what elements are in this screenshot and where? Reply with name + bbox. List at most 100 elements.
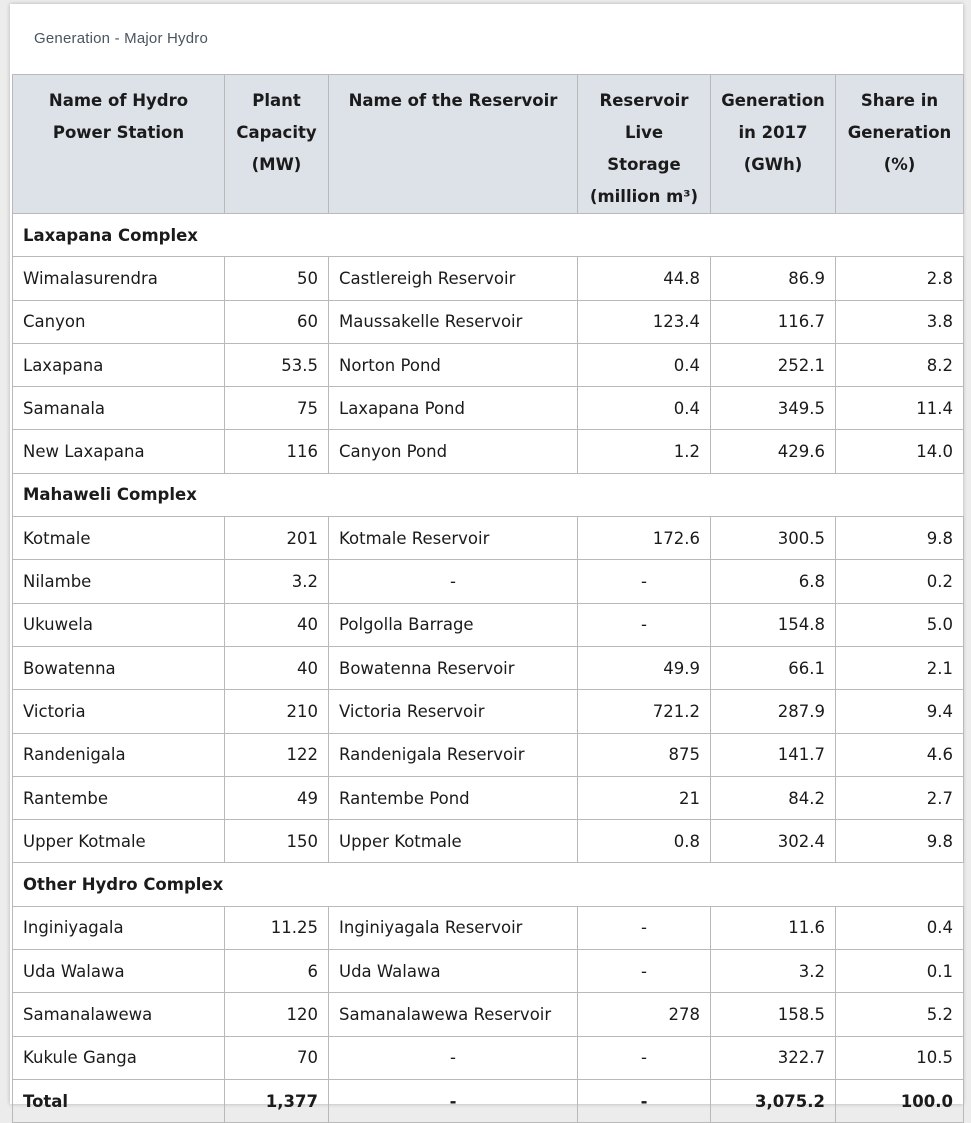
cell-reservoir: Inginiyagala Reservoir xyxy=(328,905,578,951)
cell-storage: 172.6 xyxy=(577,516,711,561)
cell-share: 10.5 xyxy=(835,1035,964,1080)
header-capacity: Plant Capacity (MW) xyxy=(224,74,329,214)
cell-capacity: 70 xyxy=(224,1035,329,1080)
cell-storage: - xyxy=(577,1078,711,1123)
cell-generation: 302.4 xyxy=(710,819,836,864)
hydro-generation-table: Name of Hydro Power Station Plant Capaci… xyxy=(12,74,964,1123)
header-storage: Reservoir Live Storage (million m³) xyxy=(577,74,711,214)
cell-share: 2.1 xyxy=(835,645,964,691)
cell-generation: 287.9 xyxy=(710,689,836,734)
section-title: Laxapana Complex xyxy=(12,212,964,258)
cell-reservoir: Victoria Reservoir xyxy=(328,689,578,734)
cell-capacity: 122 xyxy=(224,732,329,777)
cell-share: 0.2 xyxy=(835,559,964,604)
cell-storage: 49.9 xyxy=(577,645,711,691)
total-row: Total 1,377 - - 3,075.2 100.0 xyxy=(12,1078,964,1123)
cell-storage: 0.8 xyxy=(577,819,711,864)
table-card: Generation - Major Hydro Name of Hydro P… xyxy=(10,4,964,1123)
cell-station: Samanala xyxy=(12,386,225,431)
cell-capacity: 6 xyxy=(224,949,329,994)
cell-storage: 0.4 xyxy=(577,342,711,388)
cell-generation: 141.7 xyxy=(710,732,836,777)
cell-capacity: 49 xyxy=(224,775,329,821)
header-share: Share in Generation (%) xyxy=(835,74,964,214)
table-row: Uda Walawa 6 Uda Walawa - 3.2 0.1 xyxy=(12,949,964,994)
cell-capacity: 201 xyxy=(224,516,329,561)
cell-storage: 875 xyxy=(577,732,711,777)
cell-share: 0.4 xyxy=(835,905,964,951)
cell-station: Nilambe xyxy=(12,559,225,604)
cell-capacity: 150 xyxy=(224,819,329,864)
cell-storage: - xyxy=(577,559,711,604)
table-row: Inginiyagala 11.25 Inginiyagala Reservoi… xyxy=(12,905,964,951)
cell-generation: 6.8 xyxy=(710,559,836,604)
cell-reservoir: Maussakelle Reservoir xyxy=(328,299,578,344)
cell-capacity: 3.2 xyxy=(224,559,329,604)
table-header-row: Name of Hydro Power Station Plant Capaci… xyxy=(12,74,964,214)
cell-share: 5.0 xyxy=(835,602,964,647)
table-row: Ukuwela 40 Polgolla Barrage - 154.8 5.0 xyxy=(12,602,964,647)
cell-share: 14.0 xyxy=(835,429,964,474)
cell-generation: 116.7 xyxy=(710,299,836,344)
cell-capacity: 40 xyxy=(224,602,329,647)
cell-reservoir: Canyon Pond xyxy=(328,429,578,474)
cell-capacity: 75 xyxy=(224,386,329,431)
cell-reservoir: Randenigala Reservoir xyxy=(328,732,578,777)
cell-storage: 721.2 xyxy=(577,689,711,734)
cell-station: Bowatenna xyxy=(12,645,225,691)
cell-generation: 86.9 xyxy=(710,256,836,301)
cell-share: 9.4 xyxy=(835,689,964,734)
cell-share: 9.8 xyxy=(835,819,964,864)
cell-reservoir: - xyxy=(328,1078,578,1123)
cell-share: 8.2 xyxy=(835,342,964,388)
cell-reservoir: Castlereigh Reservoir xyxy=(328,256,578,301)
cell-station: Upper Kotmale xyxy=(12,819,225,864)
cell-station: Samanalawewa xyxy=(12,992,225,1037)
cell-reservoir: Bowatenna Reservoir xyxy=(328,645,578,691)
cell-capacity: 40 xyxy=(224,645,329,691)
cell-generation: 154.8 xyxy=(710,602,836,647)
cell-storage: - xyxy=(577,1035,711,1080)
table-row: Rantembe 49 Rantembe Pond 21 84.2 2.7 xyxy=(12,775,964,821)
cell-generation: 11.6 xyxy=(710,905,836,951)
cell-capacity: 50 xyxy=(224,256,329,301)
cell-reservoir: - xyxy=(328,1035,578,1080)
cell-station: Canyon xyxy=(12,299,225,344)
cell-reservoir: Samanalawewa Reservoir xyxy=(328,992,578,1037)
cell-capacity: 120 xyxy=(224,992,329,1037)
cell-station: Rantembe xyxy=(12,775,225,821)
cell-station: Victoria xyxy=(12,689,225,734)
cell-station: Uda Walawa xyxy=(12,949,225,994)
cell-share: 100.0 xyxy=(835,1078,964,1123)
header-reservoir: Name of the Reservoir xyxy=(328,74,578,214)
section-row: Mahaweli Complex xyxy=(12,472,964,518)
table-row: Kotmale 201 Kotmale Reservoir 172.6 300.… xyxy=(12,516,964,561)
table-row: Samanalawewa 120 Samanalawewa Reservoir … xyxy=(12,992,964,1037)
cell-storage: 1.2 xyxy=(577,429,711,474)
cell-reservoir: - xyxy=(328,559,578,604)
table-row: New Laxapana 116 Canyon Pond 1.2 429.6 1… xyxy=(12,429,964,474)
cell-generation: 158.5 xyxy=(710,992,836,1037)
cell-capacity: 1,377 xyxy=(224,1078,329,1123)
cell-share: 11.4 xyxy=(835,386,964,431)
cell-station[interactable]: Wimalasurendra xyxy=(12,256,225,301)
cell-capacity: 53.5 xyxy=(224,342,329,388)
cell-generation: 349.5 xyxy=(710,386,836,431)
cell-storage: - xyxy=(577,949,711,994)
header-station: Name of Hydro Power Station xyxy=(12,74,225,214)
cell-capacity: 11.25 xyxy=(224,905,329,951)
cell-share: 0.1 xyxy=(835,949,964,994)
cell-generation: 252.1 xyxy=(710,342,836,388)
cell-generation: 300.5 xyxy=(710,516,836,561)
cell-reservoir: Norton Pond xyxy=(328,342,578,388)
cell-generation: 84.2 xyxy=(710,775,836,821)
table-row: Victoria 210 Victoria Reservoir 721.2 28… xyxy=(12,689,964,734)
cell-storage: 0.4 xyxy=(577,386,711,431)
section-row: Other Hydro Complex xyxy=(12,862,964,907)
cell-station: Inginiyagala xyxy=(12,905,225,951)
cell-share: 2.7 xyxy=(835,775,964,821)
cell-station: New Laxapana xyxy=(12,429,225,474)
cell-reservoir: Polgolla Barrage xyxy=(328,602,578,647)
cell-reservoir: Laxapana Pond xyxy=(328,386,578,431)
cell-capacity: 210 xyxy=(224,689,329,734)
